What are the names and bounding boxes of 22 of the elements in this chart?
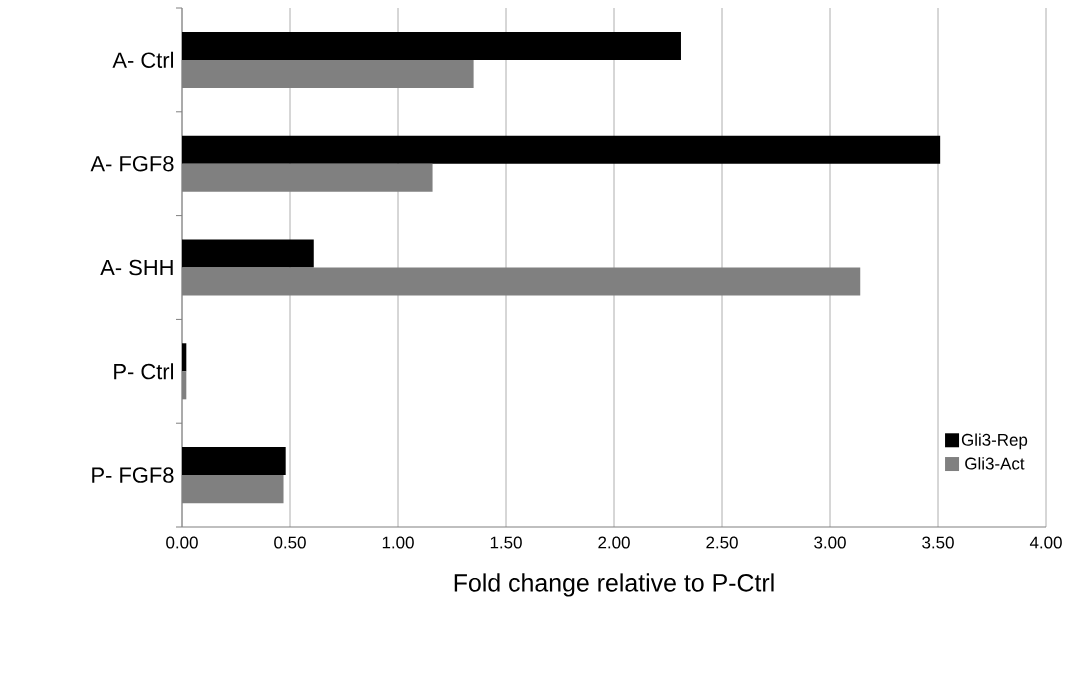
x-tick-label: 4.00 [1029, 536, 1062, 549]
bar [182, 447, 286, 476]
x-tick-label: 0.50 [274, 536, 306, 549]
x-tick-label: 3.50 [922, 536, 954, 549]
x-tick-label: 2.00 [598, 536, 630, 549]
x-tick-label: 1.50 [490, 536, 522, 549]
y-tick-label: A- SHH [100, 259, 173, 276]
bar [182, 239, 314, 268]
legend-label: Gli3-Rep [961, 433, 1028, 450]
x-tick-label: 3.00 [814, 536, 846, 549]
bar [182, 343, 187, 372]
bar [182, 135, 941, 164]
x-tick-label: 0.00 [166, 536, 198, 549]
x-tick-label: 1.00 [382, 536, 414, 549]
bar [182, 31, 681, 60]
y-tick-label: A- FGF8 [90, 155, 174, 172]
y-tick-label: P- Ctrl [114, 363, 173, 380]
x-tick-label: 2.50 [706, 536, 738, 549]
x-axis-title: Fold change relative to P-Ctrl [454, 573, 774, 597]
y-tick-label: P- FGF8 [92, 467, 174, 483]
legend-label: Gli3-Act [965, 457, 1025, 470]
y-tick-label: A- Ctrl [112, 51, 173, 68]
